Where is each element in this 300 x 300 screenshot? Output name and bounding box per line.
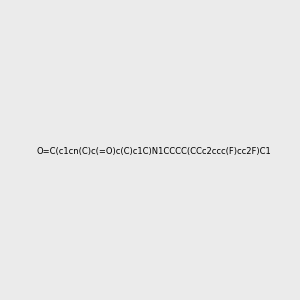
Text: O=C(c1cn(C)c(=O)c(C)c1C)N1CCCC(CCc2ccc(F)cc2F)C1: O=C(c1cn(C)c(=O)c(C)c1C)N1CCCC(CCc2ccc(F… (36, 147, 271, 156)
